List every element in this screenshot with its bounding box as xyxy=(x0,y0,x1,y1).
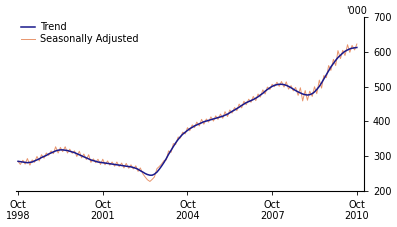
Seasonally Adjusted xyxy=(32,161,37,164)
Trend xyxy=(32,160,37,162)
Trend xyxy=(275,83,279,86)
Trend xyxy=(148,174,152,177)
Trend xyxy=(284,84,289,87)
Seasonally Adjusted xyxy=(148,180,152,183)
Seasonally Adjusted xyxy=(16,160,21,163)
Line: Trend: Trend xyxy=(18,47,357,175)
Seasonally Adjusted xyxy=(18,163,23,166)
Text: '000: '000 xyxy=(347,6,367,16)
Trend xyxy=(213,117,218,120)
Seasonally Adjusted xyxy=(284,81,289,83)
Line: Seasonally Adjusted: Seasonally Adjusted xyxy=(18,44,357,181)
Trend xyxy=(18,160,23,163)
Legend: Trend, Seasonally Adjusted: Trend, Seasonally Adjusted xyxy=(21,22,139,44)
Trend xyxy=(333,59,338,62)
Seasonally Adjusted xyxy=(213,114,218,117)
Seasonally Adjusted xyxy=(275,81,279,84)
Seasonally Adjusted xyxy=(355,43,359,45)
Seasonally Adjusted xyxy=(333,64,338,67)
Trend xyxy=(16,160,21,163)
Trend xyxy=(355,46,359,49)
